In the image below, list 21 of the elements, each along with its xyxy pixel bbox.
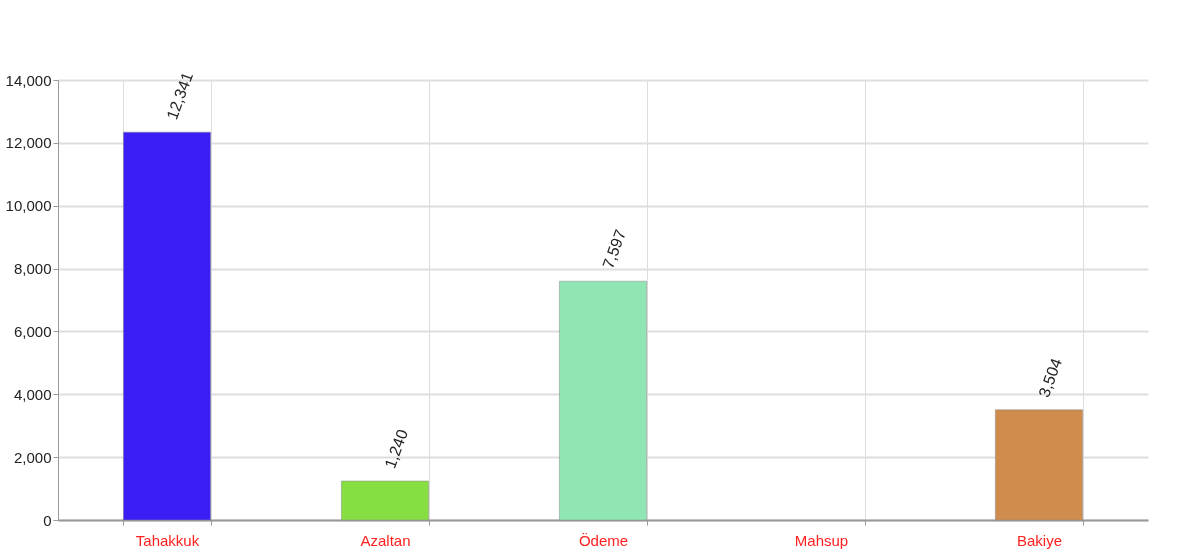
bar bbox=[123, 131, 211, 521]
x-tick-label: Ödeme bbox=[578, 531, 629, 549]
bar bbox=[341, 480, 429, 521]
bar bbox=[559, 280, 647, 521]
data-label: 12,341 bbox=[163, 69, 197, 122]
y-tick-label: 12,000 bbox=[5, 134, 52, 152]
data-label: 3,504 bbox=[1035, 355, 1066, 400]
y-tick-label: 0 bbox=[43, 511, 52, 529]
y-tick-label: 4,000 bbox=[13, 385, 52, 403]
bar bbox=[995, 409, 1083, 521]
x-tick-label: Bakiye bbox=[1016, 531, 1063, 549]
y-tick-label: 6,000 bbox=[13, 322, 52, 340]
y-tick-label: 2,000 bbox=[13, 448, 52, 466]
y-tick-label: 8,000 bbox=[13, 260, 52, 278]
y-tick-label: 10,000 bbox=[5, 197, 52, 215]
x-tick-label: Tahakkuk bbox=[135, 531, 200, 549]
x-tick-label: Mahsup bbox=[794, 531, 849, 549]
data-label: 7,597 bbox=[599, 227, 630, 271]
x-tick-label: Azaltan bbox=[360, 531, 411, 549]
data-label: 1,240 bbox=[381, 427, 412, 471]
y-tick-label: 14,000 bbox=[5, 71, 52, 89]
